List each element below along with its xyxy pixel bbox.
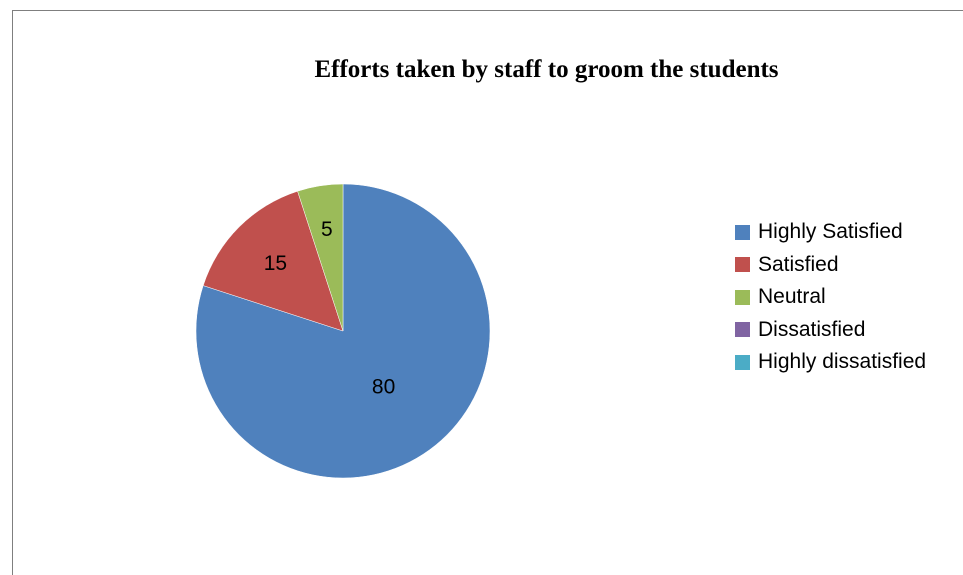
legend-item-satisfied: Satisfied (735, 249, 960, 282)
legend-swatch-satisfied (735, 257, 750, 273)
chart-title: Efforts taken by staff to groom the stud… (314, 56, 779, 83)
legend-label-dissatisfied: Dissatisfied (758, 317, 866, 341)
legend-item-neutral: Neutral (735, 281, 960, 314)
legend-swatch-highly-dissatisfied (735, 354, 750, 370)
legend-swatch-neutral (735, 289, 750, 305)
legend: Highly Satisfied Satisfied Neutral Dissa… (735, 216, 960, 379)
legend-swatch-highly-satisfied (735, 224, 750, 240)
data-label-highly-satisfied: 80 (372, 375, 395, 398)
pie-slice-satisfied (202, 190, 344, 332)
legend-item-dissatisfied: Dissatisfied (735, 314, 960, 347)
legend-label-satisfied: Satisfied (758, 252, 839, 276)
legend-label-highly-satisfied: Highly Satisfied (758, 220, 903, 244)
data-label-satisfied: 15 (264, 252, 287, 275)
legend-label-neutral: Neutral (758, 285, 826, 309)
legend-swatch-dissatisfied (735, 322, 750, 338)
data-label-neutral: 5 (321, 218, 333, 241)
legend-item-highly-dissatisfied: Highly dissatisfied (735, 346, 960, 379)
legend-item-highly-satisfied: Highly Satisfied (735, 216, 960, 249)
legend-label-highly-dissatisfied: Highly dissatisfied (758, 350, 927, 374)
chart-frame (12, 10, 963, 575)
pie-slice-neutral (297, 183, 344, 332)
